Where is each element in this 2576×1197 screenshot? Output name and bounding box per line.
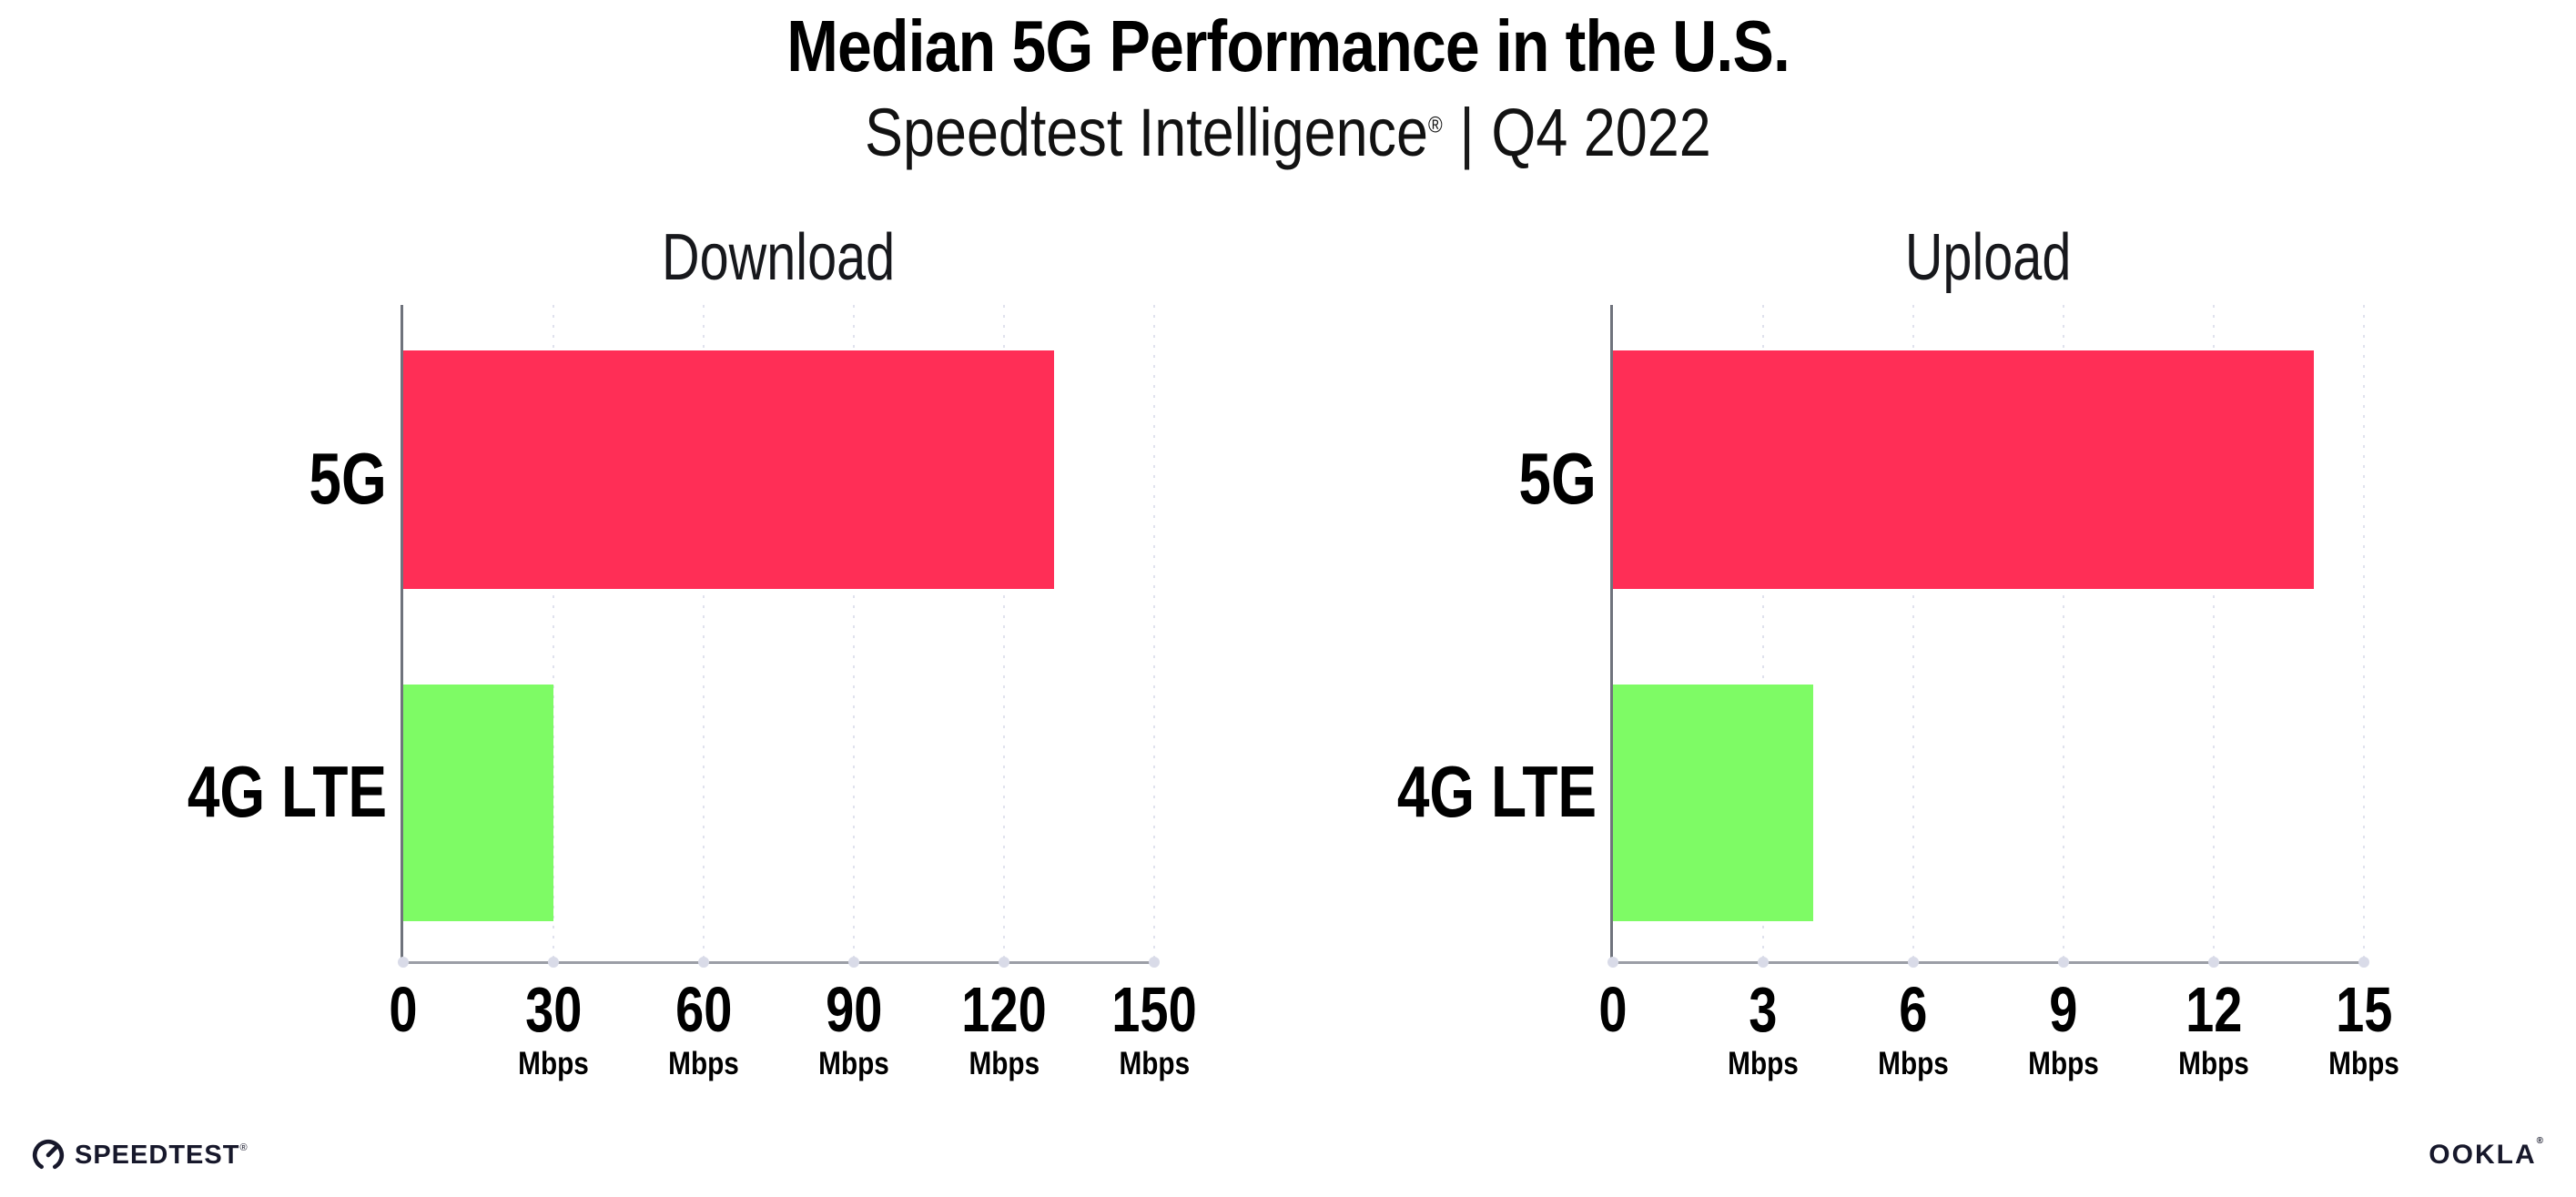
download-x-axis-ticks: 0 30 Mbps 60 Mbps 90 Mbps 120 Mbps 150 Mbps: [389, 974, 1196, 1098]
gridline-15: [2363, 305, 2365, 961]
tick-value: 120: [961, 974, 1047, 1045]
download-chart-title: Download: [662, 221, 896, 294]
download-category-labels: 5G 4G LTE: [164, 218, 1156, 1111]
tick-unit-label: Mbps: [668, 1046, 739, 1081]
tick-unit-label: Mbps: [818, 1046, 889, 1081]
tick-value: 60: [674, 974, 733, 1045]
upload-chart-title: Upload: [1905, 221, 2072, 294]
download-tick-30: 30 Mbps: [512, 974, 594, 1081]
ookla-logo: OOKLA ®: [2429, 1136, 2545, 1171]
upload-y-axis-line: [1610, 305, 1613, 964]
download-y-axis-line: [401, 305, 403, 964]
download-tick-120: 120 Mbps: [951, 974, 1058, 1081]
axis-tick-dot: [698, 957, 709, 968]
upload-tick-0: 0: [1596, 974, 1631, 1045]
axis-tick-dot: [2358, 957, 2369, 968]
upload-bar-5g: [1613, 350, 2314, 589]
subtitle-separator: |: [1459, 95, 1475, 170]
subtitle-period: Q4 2022: [1491, 95, 1711, 170]
axis-tick-dot: [999, 957, 1009, 968]
registered-mark-icon: ®: [1428, 112, 1443, 138]
upload-category-label-4g-lte: 4G LTE: [1396, 751, 1597, 832]
axis-tick-dot: [1149, 957, 1160, 968]
tick-unit-label: Mbps: [1728, 1046, 1799, 1081]
upload-tick-12: 12 Mbps: [2172, 974, 2255, 1081]
tick-value: 12: [2185, 974, 2243, 1045]
subtitle-brand: Speedtest Intelligence: [865, 95, 1429, 170]
upload-tick-6: 6 Mbps: [1871, 974, 1954, 1081]
download-plot-area: [398, 305, 1160, 968]
gridline-60: [703, 305, 705, 961]
upload-bar-4g-lte: [1613, 685, 1813, 921]
tick-value: 6: [1899, 974, 1928, 1045]
axis-tick-dot: [1908, 957, 1919, 968]
upload-category-labels: 5G 4G LTE: [1374, 218, 2366, 1111]
ookla-wordmark: OOKLA: [2429, 1140, 2537, 1170]
speedtest-logo: SPEEDTEST ®: [31, 1138, 248, 1172]
tick-unit-label: Mbps: [2028, 1046, 2099, 1081]
upload-tick-9: 9 Mbps: [2022, 974, 2104, 1081]
download-tick-150: 150 Mbps: [1101, 974, 1208, 1081]
gridline-120: [1003, 305, 1005, 961]
gridline-3: [1762, 305, 1764, 961]
upload-chart-panel: Upload 5G 4G LTE 0 3 Mbps 6 Mbps 9 Mbps 12 Mbps 15…: [1374, 218, 2399, 1111]
upload-tick-3: 3 Mbps: [1721, 974, 1804, 1081]
tick-value: 150: [1111, 974, 1197, 1045]
gridline-150: [1153, 305, 1155, 961]
tick-value: 30: [524, 974, 583, 1045]
tick-unit-label: Mbps: [1878, 1046, 1949, 1081]
tick-unit-label: Mbps: [518, 1046, 589, 1081]
download-category-label-5g: 5G: [309, 438, 387, 519]
axis-tick-dot: [1607, 957, 1618, 968]
download-category-label-4g-lte: 4G LTE: [187, 751, 387, 832]
axis-tick-dot: [398, 957, 409, 968]
tick-value: 9: [2049, 974, 2078, 1045]
gridline-90: [853, 305, 855, 961]
tick-value: 3: [1749, 974, 1778, 1045]
tick-value: 90: [825, 974, 883, 1045]
page-subtitle: Speedtest Intelligence® | Q4 2022: [0, 87, 2576, 178]
download-bar-5g: [403, 350, 1054, 589]
gridline-30: [553, 305, 554, 961]
gridline-6: [1912, 305, 1914, 961]
axis-tick-dot: [2058, 957, 2069, 968]
axis-tick-dot: [848, 957, 859, 968]
download-tick-0: 0: [386, 974, 421, 1045]
gridline-12: [2213, 305, 2215, 961]
tick-unit-label: Mbps: [2178, 1046, 2249, 1081]
tick-unit-label: Mbps: [2328, 1046, 2399, 1081]
upload-x-axis-ticks: 0 3 Mbps 6 Mbps 9 Mbps 12 Mbps 15 Mbps: [1598, 974, 2399, 1098]
gridline-9: [2063, 305, 2064, 961]
page-subtitle-text: Speedtest Intelligence® | Q4 2022: [865, 87, 1711, 178]
upload-tick-15: 15 Mbps: [2322, 974, 2405, 1081]
download-chart-panel: Download 5G 4G LTE 0 30 Mbps 60 Mbps 90 Mbps 120…: [164, 218, 1197, 1111]
download-tick-60: 60 Mbps: [662, 974, 745, 1081]
speedtest-wordmark: SPEEDTEST: [75, 1140, 240, 1170]
tick-value: 15: [2335, 974, 2393, 1045]
axis-tick-dot: [2208, 957, 2219, 968]
download-bar-4g-lte: [403, 685, 553, 921]
axis-tick-dot: [548, 957, 559, 968]
tick-unit-label: Mbps: [969, 1046, 1040, 1081]
page-title: Median 5G Performance in the U.S.: [0, 5, 2576, 87]
upload-category-label-5g: 5G: [1518, 438, 1597, 519]
tick-value: 0: [389, 974, 418, 1045]
download-x-axis-line: [401, 961, 1158, 964]
download-tick-90: 90 Mbps: [812, 974, 895, 1081]
tick-value: 0: [1598, 974, 1628, 1045]
upload-x-axis-line: [1610, 961, 2368, 964]
axis-tick-dot: [1758, 957, 1769, 968]
speedtest-gauge-icon: [32, 1139, 65, 1172]
tick-unit-label: Mbps: [1119, 1046, 1190, 1081]
page-title-text: Median 5G Performance in the U.S.: [786, 5, 1790, 86]
upload-plot-area: [1607, 305, 2369, 968]
